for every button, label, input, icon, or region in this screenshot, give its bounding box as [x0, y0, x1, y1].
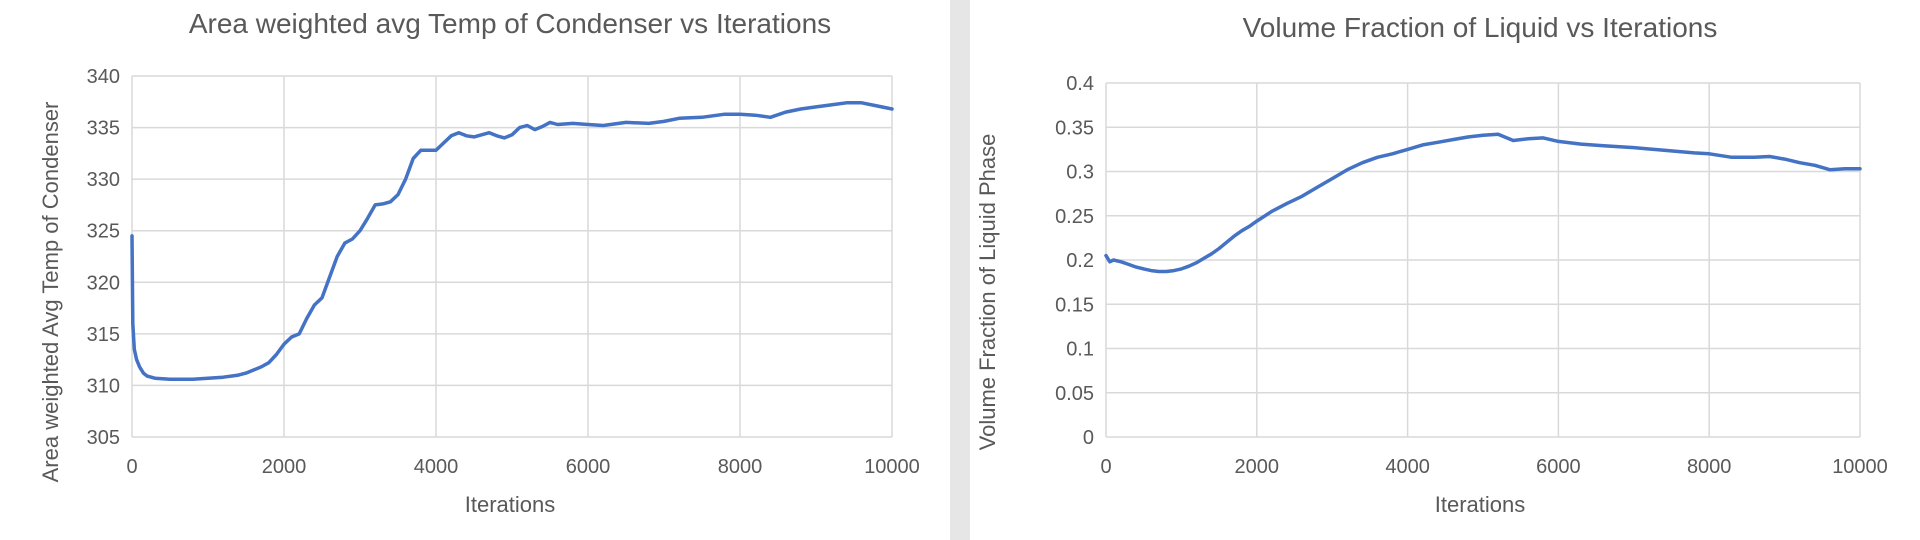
- temperature-chart-panel: Area weighted avg Temp of Condenser vs I…: [0, 0, 950, 540]
- y-tick-label: 0.15: [1055, 294, 1094, 316]
- x-tick-label: 2000: [1235, 456, 1280, 478]
- chart-title: Volume Fraction of Liquid vs Iterations: [1243, 12, 1718, 43]
- x-tick-label: 0: [126, 456, 137, 478]
- series-line: [130, 101, 894, 381]
- y-tick-label: 0.05: [1055, 383, 1094, 405]
- y-axis-label: Volume Fraction of Liquid Phase: [975, 134, 1000, 451]
- y-tick-label: 0.4: [1066, 73, 1094, 95]
- y-tick-label: 0.35: [1055, 117, 1094, 139]
- y-tick-label: 0.25: [1055, 206, 1094, 228]
- x-axis-label: Iterations: [1435, 492, 1526, 517]
- y-tick-label: 315: [87, 324, 120, 346]
- y-tick-label: 335: [87, 118, 120, 140]
- y-tick-label: 330: [87, 169, 120, 191]
- y-tick-label: 0: [1083, 427, 1094, 449]
- y-tick-label: 325: [87, 221, 120, 243]
- y-tick-label: 0.1: [1066, 339, 1094, 361]
- y-tick-label: 305: [87, 427, 120, 449]
- y-tick-label: 0.2: [1066, 250, 1094, 272]
- x-axis-label: Iterations: [465, 492, 556, 517]
- x-tick-label: 0: [1100, 456, 1111, 478]
- x-tick-label: 4000: [1385, 456, 1430, 478]
- x-tick-label: 6000: [566, 456, 611, 478]
- y-tick-label: 340: [87, 66, 120, 88]
- x-tick-label: 10000: [864, 456, 920, 478]
- volume-fraction-chart-panel: Volume Fraction of Liquid vs Iterations …: [970, 0, 1920, 540]
- y-tick-label: 0.3: [1066, 162, 1094, 184]
- chart-title: Area weighted avg Temp of Condenser vs I…: [189, 8, 831, 39]
- x-tick-label: 2000: [262, 456, 307, 478]
- x-tick-label: 8000: [1687, 456, 1732, 478]
- y-axis-label: Area weighted Avg Temp of Condenser: [38, 102, 63, 483]
- x-tick-label: 6000: [1536, 456, 1581, 478]
- y-tick-label: 320: [87, 272, 120, 294]
- y-tick-label: 310: [87, 375, 120, 397]
- x-tick-label: 8000: [718, 456, 763, 478]
- volume-fraction-chart: Volume Fraction of Liquid vs Iterations …: [975, 12, 1888, 517]
- x-tick-label: 4000: [414, 456, 459, 478]
- x-tick-label: 10000: [1832, 456, 1888, 478]
- series-line: [1104, 132, 1862, 274]
- temperature-chart: Area weighted avg Temp of Condenser vs I…: [38, 8, 920, 517]
